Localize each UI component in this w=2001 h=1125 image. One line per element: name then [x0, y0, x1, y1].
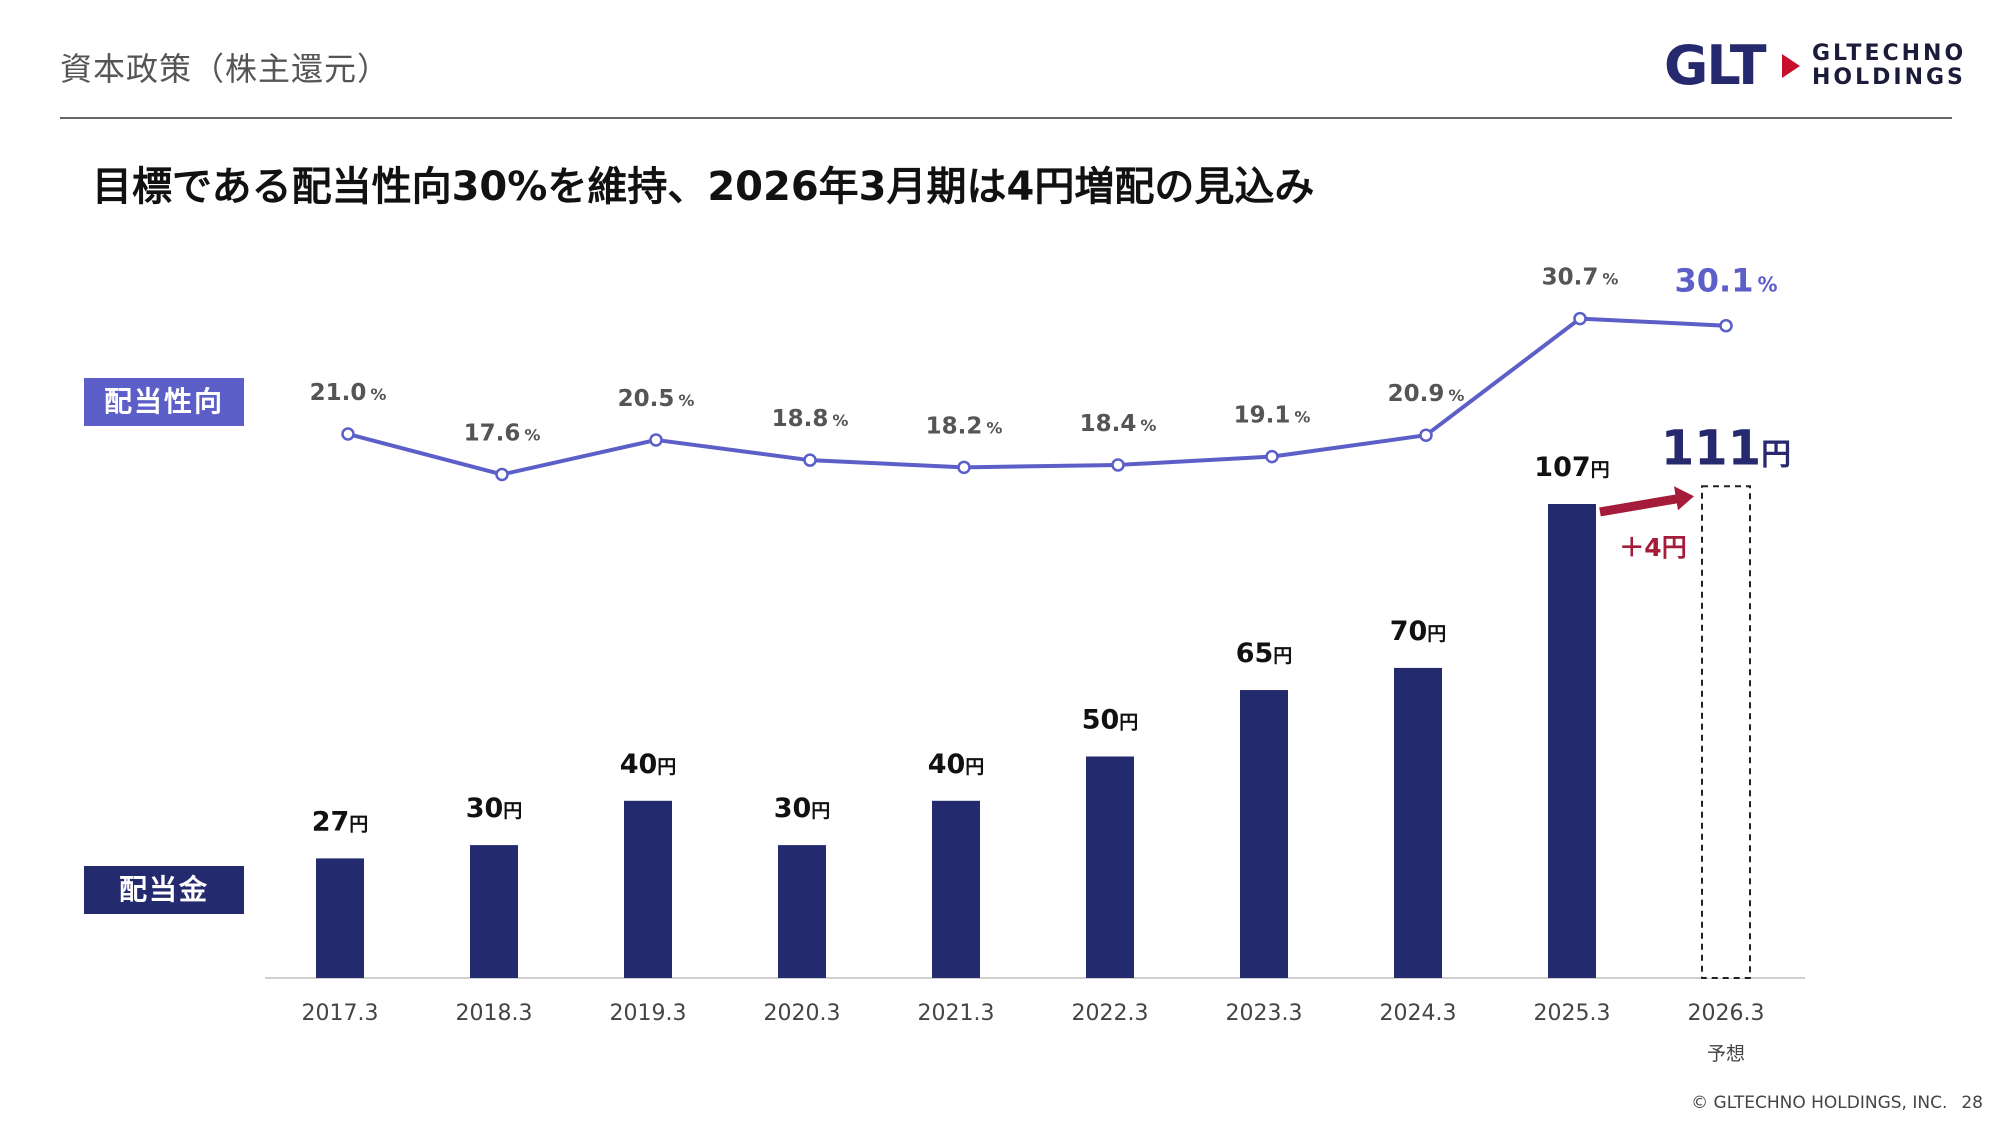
increase-arrow — [1599, 493, 1681, 517]
dividend-value-label: 40円 — [928, 749, 985, 780]
payout-ratio-point — [341, 427, 355, 441]
dividend-value-label: 50円 — [1082, 705, 1139, 736]
dividend-bar — [778, 845, 826, 978]
dividend-value-label: 107円 — [1534, 452, 1609, 483]
x-tick-label: 2024.3 — [1380, 1001, 1457, 1026]
payout-ratio-label: 17.6% — [464, 420, 541, 446]
x-tick-label: 2025.3 — [1534, 1001, 1611, 1026]
dividend-bar — [1240, 690, 1288, 978]
dividend-bar — [932, 800, 980, 978]
dividend-value-label: 65円 — [1236, 638, 1293, 669]
logo-triangle-icon — [1782, 54, 1800, 78]
payout-ratio-line — [347, 316, 1727, 477]
dividend-value-label: 40円 — [620, 749, 677, 780]
payout-ratio-label: 配当性向 — [84, 378, 244, 426]
logo-line2: HOLDINGS — [1812, 65, 1966, 90]
payout-ratio-label: 18.2% — [926, 413, 1003, 439]
dividend-bar — [1394, 667, 1442, 978]
dividend-bar-forecast — [1701, 485, 1751, 979]
payout-ratio-point — [649, 433, 663, 447]
footer: © GLTECHNO HOLDINGS, INC. 28 — [1691, 1093, 1983, 1113]
dividend-bar — [316, 858, 364, 978]
dividend-bar — [1548, 503, 1596, 978]
dividend-value-label: 30円 — [774, 793, 831, 824]
x-tick-label: 2019.3 — [610, 1001, 687, 1026]
dividend-value-label: 27円 — [312, 806, 369, 837]
logo-wordmark: GLTECHNO HOLDINGS — [1812, 42, 1966, 90]
payout-ratio-point — [1719, 318, 1733, 333]
payout-ratio-point — [957, 460, 971, 475]
payout-ratio-point — [1573, 311, 1587, 326]
payout-ratio-label: 21.0% — [310, 380, 387, 406]
dividend-bar — [1086, 756, 1134, 978]
payout-ratio-point — [1111, 458, 1125, 472]
copyright-text: © GLTECHNO HOLDINGS, INC. — [1691, 1093, 1948, 1113]
x-tick-label: 2022.3 — [1072, 1001, 1149, 1026]
payout-ratio-label: 20.9% — [1388, 381, 1465, 407]
x-tick-label: 2021.3 — [918, 1001, 995, 1026]
payout-ratio-point — [1265, 449, 1279, 464]
page-title: 資本政策（株主還元） — [60, 50, 391, 88]
forecast-note: 予想 — [1707, 1043, 1745, 1065]
dividend-bar — [624, 800, 672, 978]
payout-ratio-label: 20.5% — [618, 386, 695, 412]
logo-mark: GLT — [1664, 34, 1767, 97]
company-logo: GLT GLTECHNO HOLDINGS — [1664, 38, 1964, 94]
payout-ratio-point — [495, 467, 509, 482]
header-divider — [60, 117, 1952, 119]
dividend-label: 配当金 — [84, 866, 244, 914]
x-tick-label: 2026.3 — [1688, 1001, 1765, 1026]
payout-ratio-label: 30.1% — [1675, 262, 1778, 300]
payout-ratio-label: 18.4% — [1080, 411, 1157, 437]
dividend-value-label-forecast: 111円 — [1661, 420, 1791, 476]
x-tick-label: 2018.3 — [456, 1001, 533, 1026]
increase-label: ＋4円 — [1619, 533, 1686, 562]
x-tick-label: 2020.3 — [764, 1001, 841, 1026]
x-tick-label: 2017.3 — [302, 1001, 379, 1026]
dividend-bar — [470, 845, 518, 978]
x-tick-label: 2023.3 — [1226, 1001, 1303, 1026]
payout-ratio-point — [1419, 428, 1433, 442]
payout-ratio-point — [803, 453, 817, 467]
payout-ratio-label: 18.8% — [772, 406, 849, 432]
dividend-value-label: 30円 — [466, 793, 523, 824]
page-number: 28 — [1961, 1093, 1983, 1113]
payout-ratio-label: 19.1% — [1234, 403, 1311, 429]
increase-arrow-head — [1674, 486, 1694, 511]
payout-ratio-label: 30.7% — [1542, 265, 1619, 291]
dividend-value-label: 70円 — [1390, 616, 1447, 647]
logo-line1: GLTECHNO — [1812, 41, 1967, 66]
slide-headline: 目標である配当性向30%を維持、2026年3月期は4円増配の見込み — [92, 164, 1315, 210]
